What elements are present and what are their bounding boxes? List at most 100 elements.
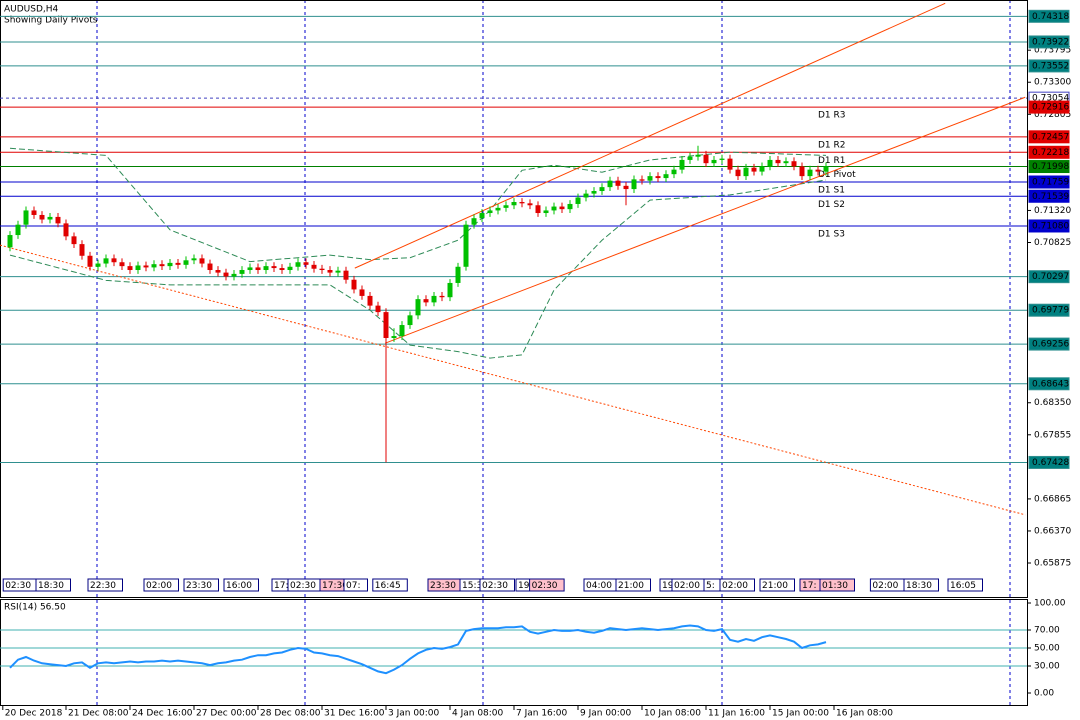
price-label: 0.73922 <box>1032 37 1069 47</box>
candle-body <box>439 295 445 298</box>
price-label-bg <box>1028 130 1070 144</box>
candle-body <box>239 270 245 274</box>
candle-body <box>543 210 549 214</box>
candle-body <box>175 262 181 265</box>
candle-body <box>711 159 717 164</box>
candle-body <box>479 213 485 219</box>
candle-body <box>463 224 469 267</box>
candle-body <box>151 264 157 268</box>
candle-body <box>23 210 29 225</box>
candle-body <box>183 260 189 265</box>
candle-body <box>311 264 317 269</box>
pivot-label: D1 S1 <box>818 186 845 196</box>
x-tick-label: 7 Jan 16:00 <box>516 709 568 719</box>
candle-body <box>63 223 69 237</box>
event-marker: 19: <box>662 581 676 591</box>
event-marker-bg <box>372 578 408 592</box>
price-label-bg <box>1028 189 1070 203</box>
candle-body <box>687 156 693 160</box>
price-label: 0.71759 <box>1032 178 1069 188</box>
rsi-y-tick-label: 70.00 <box>1034 626 1060 636</box>
rsi-y-tick-label: 100.00 <box>1034 599 1066 609</box>
candle-body <box>207 263 213 271</box>
event-marker: 07: <box>346 581 360 591</box>
candle-body <box>71 236 77 245</box>
pivot-label: D1 Pivot <box>818 170 856 180</box>
event-marker-bg <box>143 578 179 592</box>
candle-body <box>247 267 253 271</box>
event-marker: 23:30 <box>430 581 456 591</box>
candle-body <box>231 273 237 277</box>
price-label: 0.71080 <box>1032 221 1069 231</box>
price-label-bg <box>1028 303 1070 317</box>
x-tick-label: 28 Dec 08:00 <box>260 709 321 719</box>
price-label-bg <box>1028 337 1070 351</box>
chart-subtitle: Showing Daily Pivots <box>4 16 98 26</box>
rsi-title: RSI(14) 56.50 <box>4 603 66 613</box>
candle-body <box>671 169 677 175</box>
candle-body <box>15 224 21 236</box>
candle-body <box>359 289 365 296</box>
price-label: 0.71998 <box>1032 162 1069 172</box>
price-label-bg <box>1028 160 1070 174</box>
candle-body <box>535 205 541 214</box>
candle-body <box>631 179 637 190</box>
event-marker: 22:30 <box>90 581 116 591</box>
x-tick-label: 21 Dec 08:00 <box>68 709 129 719</box>
price-label: 0.69256 <box>1032 340 1069 350</box>
candle-body <box>799 166 805 177</box>
candle-body <box>119 262 125 267</box>
event-marker: 16:05 <box>950 581 976 591</box>
x-tick-label: 9 Jan 00:00 <box>580 709 632 719</box>
candle-body <box>167 262 173 267</box>
candle-body <box>727 158 733 170</box>
candle-body <box>495 207 501 211</box>
candle-body <box>295 262 301 267</box>
candle-body <box>527 203 533 206</box>
price-label: 0.69779 <box>1032 306 1069 316</box>
x-tick-label: 11 Jan 16:00 <box>708 709 765 719</box>
pivot-label: D1 S2 <box>818 200 845 210</box>
price-label: 0.72457 <box>1032 132 1069 142</box>
pivot-label: D1 R1 <box>818 156 846 166</box>
price-label-bg <box>1028 9 1070 23</box>
candle-body <box>719 158 725 160</box>
main-panel-frame <box>0 0 1028 598</box>
price-label-bg <box>1028 59 1070 73</box>
candle-body <box>31 210 37 215</box>
price-label: 0.72916 <box>1032 103 1069 113</box>
candle-body <box>135 265 141 271</box>
candle-body <box>431 295 437 303</box>
event-marker: 18:30 <box>906 581 932 591</box>
candle-body <box>743 167 749 177</box>
event-marker: 02:30 <box>290 581 316 591</box>
y-tick-label: 0.65875 <box>1034 559 1071 569</box>
price-label: 0.73552 <box>1032 61 1069 71</box>
candle-body <box>599 187 605 192</box>
trendline <box>354 2 946 269</box>
candle-body <box>639 179 645 181</box>
candle-body <box>375 305 381 313</box>
y-tick-label: 0.71320 <box>1034 206 1071 216</box>
event-marker-bg <box>819 578 855 592</box>
candle-body <box>399 325 405 337</box>
price-label: 0.68643 <box>1032 379 1069 389</box>
price-label: 0.71539 <box>1032 192 1069 202</box>
event-marker: 02:00 <box>146 581 172 591</box>
candle-body <box>591 191 597 194</box>
y-tick-label: 0.68350 <box>1034 398 1071 408</box>
event-marker-bg <box>719 578 755 592</box>
event-marker: 01:30 <box>822 581 848 591</box>
event-marker-bg <box>223 578 259 592</box>
candle-body <box>663 174 669 179</box>
event-marker-bg <box>87 578 123 592</box>
event-marker-bg <box>529 578 565 592</box>
candle-body <box>303 262 309 265</box>
event-marker: 02:30 <box>532 581 558 591</box>
candle-body <box>383 312 389 338</box>
candle-body <box>327 270 333 273</box>
candle-body <box>279 268 285 271</box>
candle-body <box>159 264 165 267</box>
price-label: 0.70297 <box>1032 272 1069 282</box>
